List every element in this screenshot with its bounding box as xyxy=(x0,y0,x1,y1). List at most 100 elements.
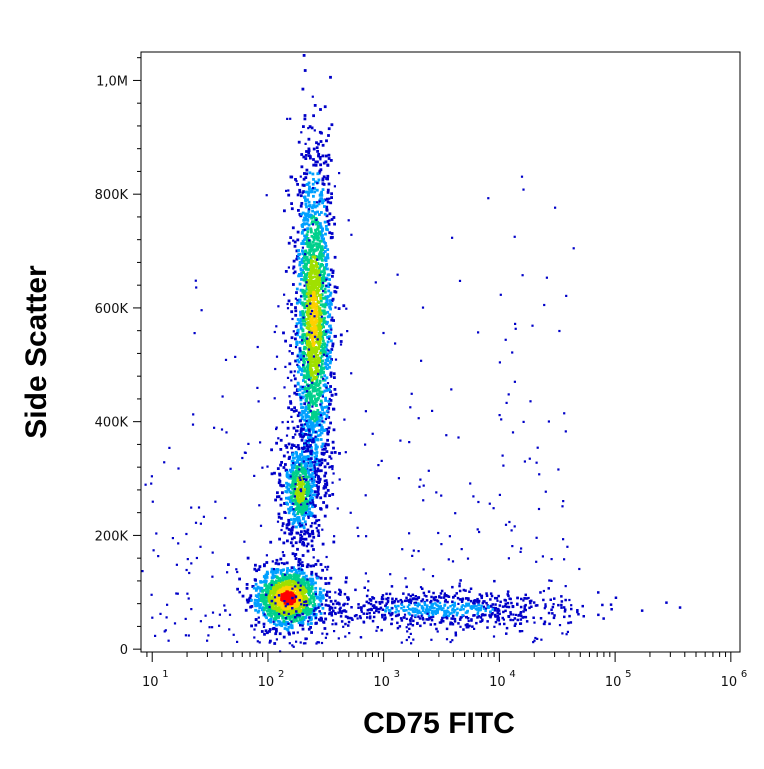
data-point xyxy=(150,593,153,596)
data-point xyxy=(344,622,347,626)
data-point xyxy=(320,315,323,318)
data-point xyxy=(275,611,279,614)
data-point xyxy=(553,614,556,617)
data-point xyxy=(303,432,306,436)
data-point xyxy=(316,423,320,427)
data-point xyxy=(322,290,325,293)
data-point xyxy=(261,606,264,610)
data-point xyxy=(316,490,320,494)
data-point xyxy=(317,418,321,422)
data-point xyxy=(570,604,573,607)
data-point xyxy=(336,507,339,510)
data-point xyxy=(316,596,319,600)
data-point xyxy=(304,406,308,410)
data-point xyxy=(307,455,310,458)
data-point xyxy=(300,272,303,275)
data-point xyxy=(293,604,297,608)
data-point xyxy=(327,289,331,293)
data-point xyxy=(522,615,526,619)
data-point xyxy=(332,372,336,376)
data-point xyxy=(293,491,296,495)
data-point xyxy=(528,457,531,460)
data-point xyxy=(317,641,320,644)
data-point xyxy=(310,585,314,588)
data-point xyxy=(577,613,580,616)
data-point xyxy=(300,579,304,582)
data-point xyxy=(318,253,321,257)
data-point xyxy=(315,141,318,145)
data-point xyxy=(409,406,412,409)
data-point xyxy=(264,593,268,596)
data-point xyxy=(601,603,604,607)
data-point xyxy=(479,616,483,619)
data-point xyxy=(356,526,359,529)
data-point xyxy=(678,606,682,609)
data-point xyxy=(320,412,324,415)
data-point xyxy=(568,598,571,602)
data-point xyxy=(443,594,446,597)
data-point xyxy=(299,433,303,437)
data-point xyxy=(314,163,318,167)
data-point xyxy=(274,591,278,594)
data-point xyxy=(318,351,322,355)
data-point xyxy=(324,442,328,446)
data-point xyxy=(250,605,254,608)
data-point xyxy=(319,563,323,566)
data-point xyxy=(312,413,315,416)
data-point xyxy=(278,620,282,624)
data-point xyxy=(243,451,246,454)
data-point xyxy=(232,633,235,636)
data-point xyxy=(438,596,441,599)
data-point xyxy=(451,608,454,611)
data-point xyxy=(283,600,286,603)
data-point xyxy=(360,610,363,613)
data-point xyxy=(287,622,290,625)
data-point xyxy=(309,306,313,310)
data-point xyxy=(519,622,523,625)
data-point xyxy=(286,610,290,613)
data-point xyxy=(454,512,457,515)
data-point xyxy=(325,414,329,417)
data-point xyxy=(300,242,304,245)
data-point xyxy=(324,582,328,585)
data-point xyxy=(403,613,407,616)
data-point xyxy=(280,516,283,520)
data-point xyxy=(461,604,465,607)
data-point xyxy=(305,413,309,416)
data-point xyxy=(312,266,315,270)
data-point xyxy=(287,193,291,197)
data-point xyxy=(292,473,296,476)
data-point xyxy=(163,461,166,464)
data-point xyxy=(402,592,405,595)
data-point xyxy=(317,606,320,609)
data-point xyxy=(286,569,289,573)
data-point xyxy=(459,608,462,612)
data-point xyxy=(557,603,560,607)
data-point xyxy=(301,622,305,625)
data-point xyxy=(323,627,327,630)
data-point xyxy=(332,446,335,450)
data-point xyxy=(318,130,322,134)
data-point xyxy=(305,255,309,259)
data-point xyxy=(305,205,308,209)
data-point xyxy=(497,607,500,611)
data-point xyxy=(315,380,319,384)
data-point xyxy=(421,616,424,620)
data-point xyxy=(314,220,318,224)
data-point xyxy=(491,603,494,606)
data-point xyxy=(328,299,332,302)
data-point xyxy=(287,488,291,492)
data-point xyxy=(420,613,424,616)
data-point xyxy=(308,331,311,334)
data-point xyxy=(297,504,301,508)
data-point xyxy=(282,541,286,545)
data-point xyxy=(304,581,308,585)
data-point xyxy=(309,492,312,495)
data-point xyxy=(297,560,301,564)
data-point xyxy=(307,370,311,374)
data-point xyxy=(376,608,379,611)
data-point xyxy=(310,368,314,372)
data-point xyxy=(481,618,484,621)
data-point xyxy=(529,601,532,605)
data-point xyxy=(407,636,411,639)
